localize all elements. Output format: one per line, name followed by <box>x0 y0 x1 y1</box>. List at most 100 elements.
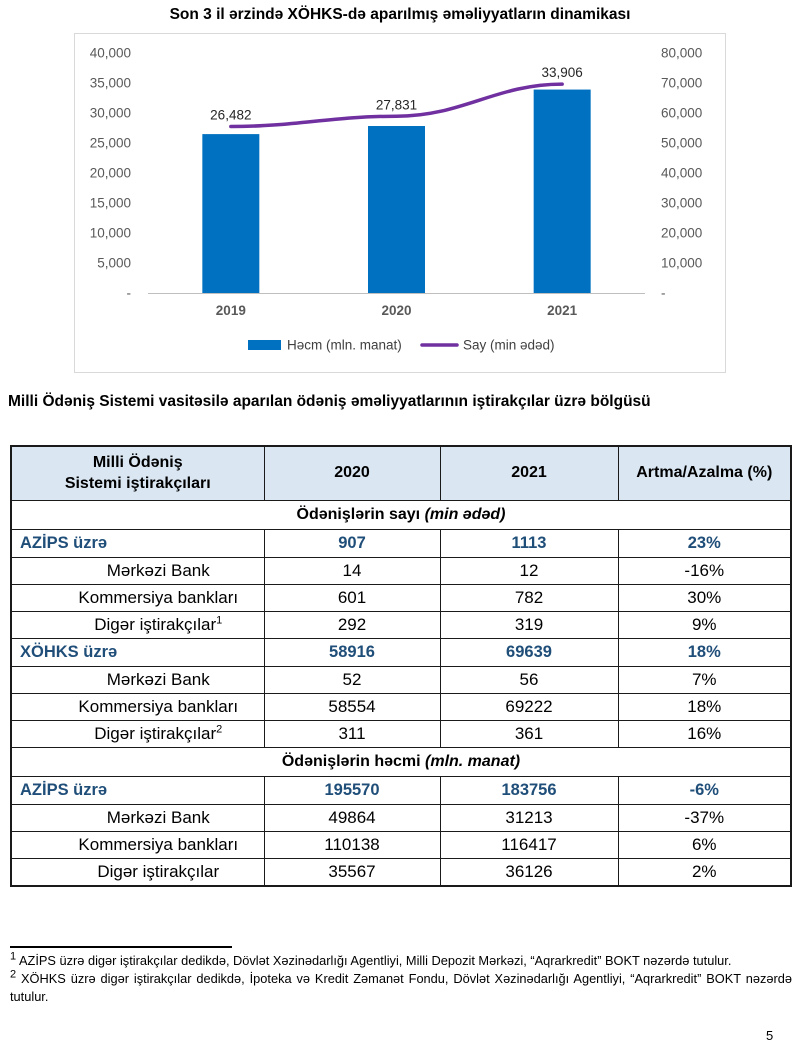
change-value: 6% <box>617 831 792 859</box>
change-value: -37% <box>617 804 792 832</box>
year-value: 49864 <box>263 804 441 832</box>
year-value: 311 <box>263 720 441 748</box>
participant-label: Digər iştirakçılar1 <box>10 611 265 639</box>
year-value: 35567 <box>263 858 441 887</box>
table-row: XÖHKS üzrə 58916 69639 18% <box>10 638 792 667</box>
table-row: Digər iştirakçılar2 311 361 16% <box>10 720 792 748</box>
page-number: 5 <box>766 1028 774 1043</box>
year-value: 14 <box>263 557 441 585</box>
year-value: 116417 <box>439 831 619 859</box>
change-value: 30% <box>617 584 792 612</box>
operations-chart: 40,000 35,000 30,000 25,000 20,000 15,000 10,0… <box>74 33 726 373</box>
year-value: 907 <box>263 529 441 558</box>
right-axis-label: 60,000 <box>661 106 702 121</box>
change-value: -16% <box>617 557 792 585</box>
table-row: AZİPS üzrə 195570 183756 -6% <box>10 776 792 805</box>
bar-2020 <box>368 126 425 293</box>
year-value: 1113 <box>439 529 619 558</box>
change-value: 2% <box>617 858 792 887</box>
table-heading: Milli Ödəniş Sistemi vasitəsilə aparılan… <box>8 393 651 410</box>
participant-label: Kommersiya bankları <box>10 831 265 859</box>
right-axis-label: 10,000 <box>661 256 702 271</box>
section-row: Ödənişlərin sayı (min ədəd) <box>10 500 792 530</box>
year-value: 56 <box>439 666 619 694</box>
year-value: 69222 <box>439 693 619 721</box>
header-cell: 2021 <box>439 445 619 501</box>
year-value: 110138 <box>263 831 441 859</box>
right-axis-label: 20,000 <box>661 226 702 241</box>
footnote: 2 XÖHKS üzrə digər iştirakçılar dedikdə,… <box>10 968 792 1004</box>
legend-bar-label: Həcm (mln. manat) <box>287 338 402 353</box>
category-label: 2019 <box>216 303 246 318</box>
table-body: Ödənişlərin sayı (min ədəd) AZİPS üzrə 907… <box>10 500 792 887</box>
change-value: 18% <box>617 693 792 721</box>
year-value: 58554 <box>263 693 441 721</box>
table-header: Milli Ödəniş Sistemi iştirakçıları 2020 202… <box>10 445 792 501</box>
left-axis-label: 40,000 <box>90 46 131 61</box>
year-value: 52 <box>263 666 441 694</box>
participant-label: Mərkəzi Bank <box>10 666 265 694</box>
table-row: Mərkəzi Bank 14 12 -16% <box>10 557 792 585</box>
bar-value-label: 26,482 <box>210 108 251 123</box>
chart-title: Son 3 il ərzində XÖHKS-də aparılmış əməl… <box>169 6 631 23</box>
header-cell: Artma/Azalma (%) <box>617 445 792 501</box>
left-axis-label: 10,000 <box>90 226 131 241</box>
footnote-separator <box>10 946 232 948</box>
participant-label: Digər iştirakçılar <box>10 858 265 887</box>
left-axis-label: - <box>127 286 132 301</box>
year-value: 69639 <box>439 638 619 667</box>
chart-canvas: 40,000 35,000 30,000 25,000 20,000 15,000 10,0… <box>90 46 703 353</box>
left-axis-label: 15,000 <box>90 196 131 211</box>
change-value: 16% <box>617 720 792 748</box>
year-value: 292 <box>263 611 441 639</box>
section-row: Ödənişlərin həcmi (mln. manat) <box>10 747 792 777</box>
left-axis-label: 30,000 <box>90 106 131 121</box>
right-axis-label: 70,000 <box>661 76 702 91</box>
bar-2019 <box>202 134 260 293</box>
right-axis-label: 80,000 <box>661 46 702 61</box>
change-value: 18% <box>617 638 792 667</box>
legend-bar-swatch <box>248 340 281 350</box>
year-value: 361 <box>439 720 619 748</box>
bar-value-label: 27,831 <box>376 97 417 112</box>
bar-2021 <box>533 89 591 293</box>
participant-label: XÖHKS üzrə <box>10 638 265 667</box>
year-value: 195570 <box>263 776 441 805</box>
participant-label: Kommersiya bankları <box>10 693 265 721</box>
year-value: 58916 <box>263 638 441 667</box>
header-participants: Milli Ödəniş Sistemi iştirakçıları <box>10 445 265 501</box>
table-row: Mərkəzi Bank 52 56 7% <box>10 666 792 694</box>
table-row: Kommersiya bankları 58554 69222 18% <box>10 693 792 721</box>
year-value: 31213 <box>439 804 619 832</box>
payments-table: Milli Ödəniş Sistemi iştirakçıları 2020 202… <box>10 445 792 887</box>
year-value: 782 <box>439 584 619 612</box>
table-row: Kommersiya bankları 601 782 30% <box>10 584 792 612</box>
participant-label: AZİPS üzrə <box>10 529 265 558</box>
category-label: 2021 <box>547 303 578 318</box>
table-row: Kommersiya bankları 110138 116417 6% <box>10 831 792 859</box>
change-value: 7% <box>617 666 792 694</box>
right-axis-label: 40,000 <box>661 166 702 181</box>
left-axis-label: 35,000 <box>90 76 131 91</box>
participant-label: AZİPS üzrə <box>10 776 265 805</box>
section-label: Ödənişlərin sayı (min ədəd) <box>10 500 792 530</box>
footnotes: 1 AZİPS üzrə digər iştirakçılar dedikdə,… <box>10 950 792 1006</box>
table-row: Digər iştirakçılar 35567 36126 2% <box>10 858 792 887</box>
bar-value-label: 33,906 <box>542 65 583 80</box>
participant-label: Mərkəzi Bank <box>10 557 265 585</box>
header-cell: 2020 <box>263 445 441 501</box>
change-value: -6% <box>617 776 792 805</box>
left-axis-label: 5,000 <box>97 256 131 271</box>
category-label: 2020 <box>381 303 411 318</box>
year-value: 12 <box>439 557 619 585</box>
year-value: 319 <box>439 611 619 639</box>
participant-label: Digər iştirakçılar2 <box>10 720 265 748</box>
right-axis-label: 30,000 <box>661 196 702 211</box>
left-axis-label: 20,000 <box>90 166 131 181</box>
year-value: 601 <box>263 584 441 612</box>
right-axis-label: 50,000 <box>661 136 702 151</box>
year-value: 183756 <box>439 776 619 805</box>
footnote: 1 AZİPS üzrə digər iştirakçılar dedikdə,… <box>10 950 732 968</box>
legend-line-label: Say (min ədəd) <box>463 338 555 353</box>
table-row: AZİPS üzrə 907 1113 23% <box>10 529 792 558</box>
